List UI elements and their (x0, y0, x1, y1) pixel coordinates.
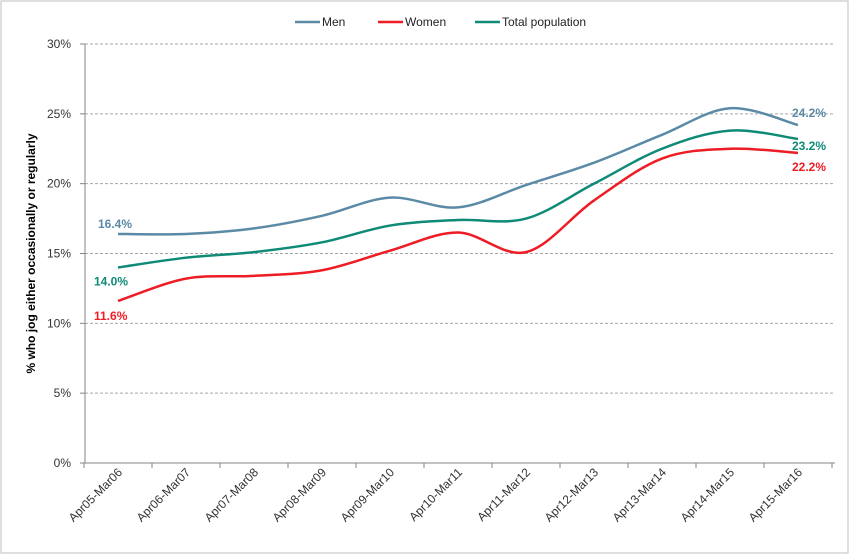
y-tick-label: 10% (47, 316, 71, 330)
data-label-first-men: 16.4% (98, 217, 132, 231)
data-label-last-men: 24.2% (792, 106, 826, 120)
data-label-first-women: 11.6% (94, 309, 128, 323)
y-tick-label: 0% (54, 456, 72, 470)
y-tick-label: 20% (47, 177, 71, 191)
y-tick-label: 5% (54, 386, 72, 400)
y-tick-label: 30% (47, 37, 71, 51)
y-tick-label: 25% (47, 107, 71, 121)
data-label-first-total-population: 14.0% (94, 274, 128, 288)
legend-label-men: Men (322, 15, 345, 29)
y-tick-label: 15% (47, 247, 71, 261)
legend-label-total-population: Total population (502, 15, 586, 29)
data-label-last-total-population: 23.2% (792, 139, 826, 153)
data-label-last-women: 22.2% (792, 160, 826, 174)
y-axis-label: % who jog either occasionally or regular… (24, 133, 38, 373)
legend-label-women: Women (405, 15, 446, 29)
